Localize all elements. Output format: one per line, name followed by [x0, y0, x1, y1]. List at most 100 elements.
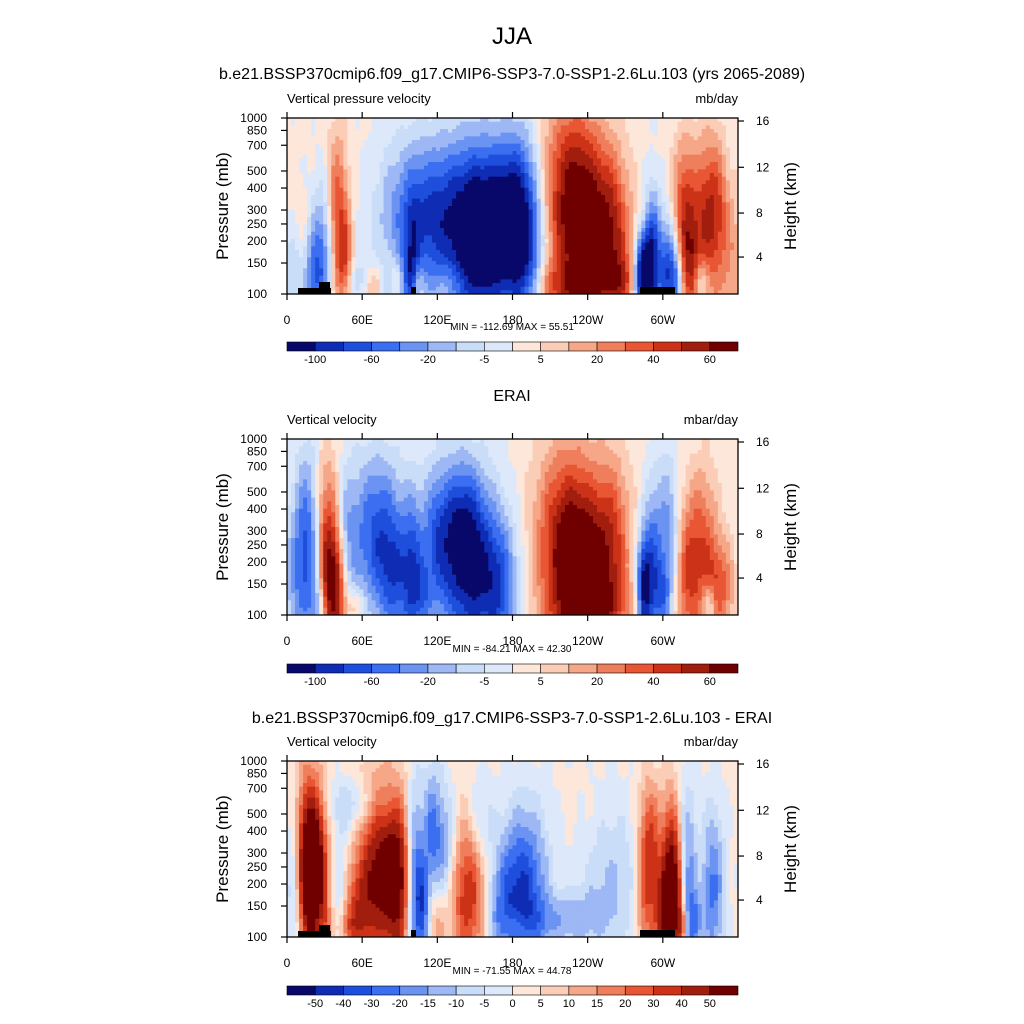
field-cell — [512, 143, 518, 148]
field-cell — [411, 173, 417, 178]
field-cell — [500, 121, 506, 126]
field-cell — [311, 180, 316, 185]
field-cell — [589, 235, 594, 240]
field-cell — [677, 242, 683, 247]
field-cell — [355, 209, 361, 214]
field-cell — [399, 147, 405, 152]
field-cell — [355, 235, 361, 240]
field-cell — [564, 257, 570, 262]
field-cell — [311, 228, 316, 233]
field-cell — [629, 169, 634, 174]
field-cell — [476, 191, 481, 196]
field-cell — [419, 275, 425, 280]
field-cell — [379, 283, 385, 288]
field-cell — [536, 275, 542, 280]
field-cell — [613, 118, 618, 123]
field-cell — [532, 176, 538, 181]
field-cell — [311, 220, 316, 225]
field-cell — [444, 290, 449, 294]
field-cell — [464, 290, 469, 294]
field-cell — [431, 217, 437, 222]
field-cell — [685, 253, 691, 258]
field-cell — [303, 165, 308, 170]
field-cell — [419, 213, 425, 218]
field-cell — [411, 242, 417, 247]
field-cell — [653, 250, 659, 255]
field-cell — [387, 202, 393, 207]
field-cell — [367, 250, 373, 255]
field-cell — [367, 283, 373, 288]
field-cell — [681, 151, 687, 156]
field-cell — [544, 125, 550, 130]
field-cell — [315, 125, 320, 130]
field-cell — [299, 242, 304, 247]
field-cell — [556, 154, 562, 159]
field-cell — [431, 250, 437, 255]
field-cell — [649, 228, 655, 233]
field-cell — [621, 268, 626, 273]
field-cell — [431, 231, 437, 236]
field-cell — [287, 268, 292, 273]
field-cell — [496, 129, 502, 134]
field-cell — [383, 187, 389, 192]
field-cell — [391, 231, 397, 236]
field-cell — [423, 246, 429, 251]
field-cell — [315, 224, 320, 229]
field-cell — [593, 195, 598, 200]
field-cell — [468, 129, 473, 134]
field-cell — [540, 118, 546, 123]
field-cell — [621, 147, 626, 152]
field-cell — [548, 165, 554, 170]
field-cell — [661, 206, 667, 211]
field-cell — [399, 257, 405, 262]
field-cell — [500, 290, 506, 294]
field-cell — [371, 253, 377, 258]
figure-title: JJA — [492, 23, 532, 50]
field-cell — [395, 173, 401, 178]
field-cell — [476, 147, 481, 152]
field-cell — [528, 235, 534, 240]
field-cell — [415, 132, 421, 137]
field-cell — [701, 275, 707, 280]
field-cell — [468, 125, 473, 130]
field-cell — [287, 217, 292, 222]
field-cell — [387, 176, 393, 181]
field-cell — [657, 136, 663, 141]
field-cell — [411, 191, 417, 196]
field-cell — [609, 176, 614, 181]
field-cell — [299, 228, 304, 233]
field-cell — [339, 125, 344, 130]
field-cell — [685, 195, 691, 200]
field-cell — [673, 165, 679, 170]
field-cell — [295, 154, 300, 159]
field-cell — [460, 180, 465, 185]
field-cell — [528, 151, 534, 156]
field-cell — [673, 257, 679, 262]
field-cell — [665, 147, 671, 152]
field-cell — [355, 250, 361, 255]
field-cell — [435, 143, 441, 148]
field-cell — [593, 228, 598, 233]
field-cells — [287, 118, 738, 294]
field-cell — [496, 158, 502, 163]
field-cell — [496, 132, 502, 137]
field-cell — [468, 272, 473, 277]
field-cell — [613, 176, 618, 181]
field-cell — [448, 184, 453, 189]
field-cell — [584, 118, 590, 123]
field-cell — [299, 169, 304, 174]
field-cell — [391, 176, 397, 181]
field-cell — [484, 239, 489, 244]
field-cell — [295, 213, 300, 218]
field-cell — [387, 162, 393, 167]
field-cell — [665, 143, 671, 148]
field-cell — [339, 290, 344, 294]
field-cell — [597, 261, 602, 266]
field-cell — [407, 136, 413, 141]
field-cell — [359, 173, 365, 178]
field-cell — [488, 235, 493, 240]
field-cell — [367, 173, 373, 178]
field-cell — [669, 202, 675, 207]
field-cell — [677, 264, 683, 269]
field-cell — [548, 184, 554, 189]
